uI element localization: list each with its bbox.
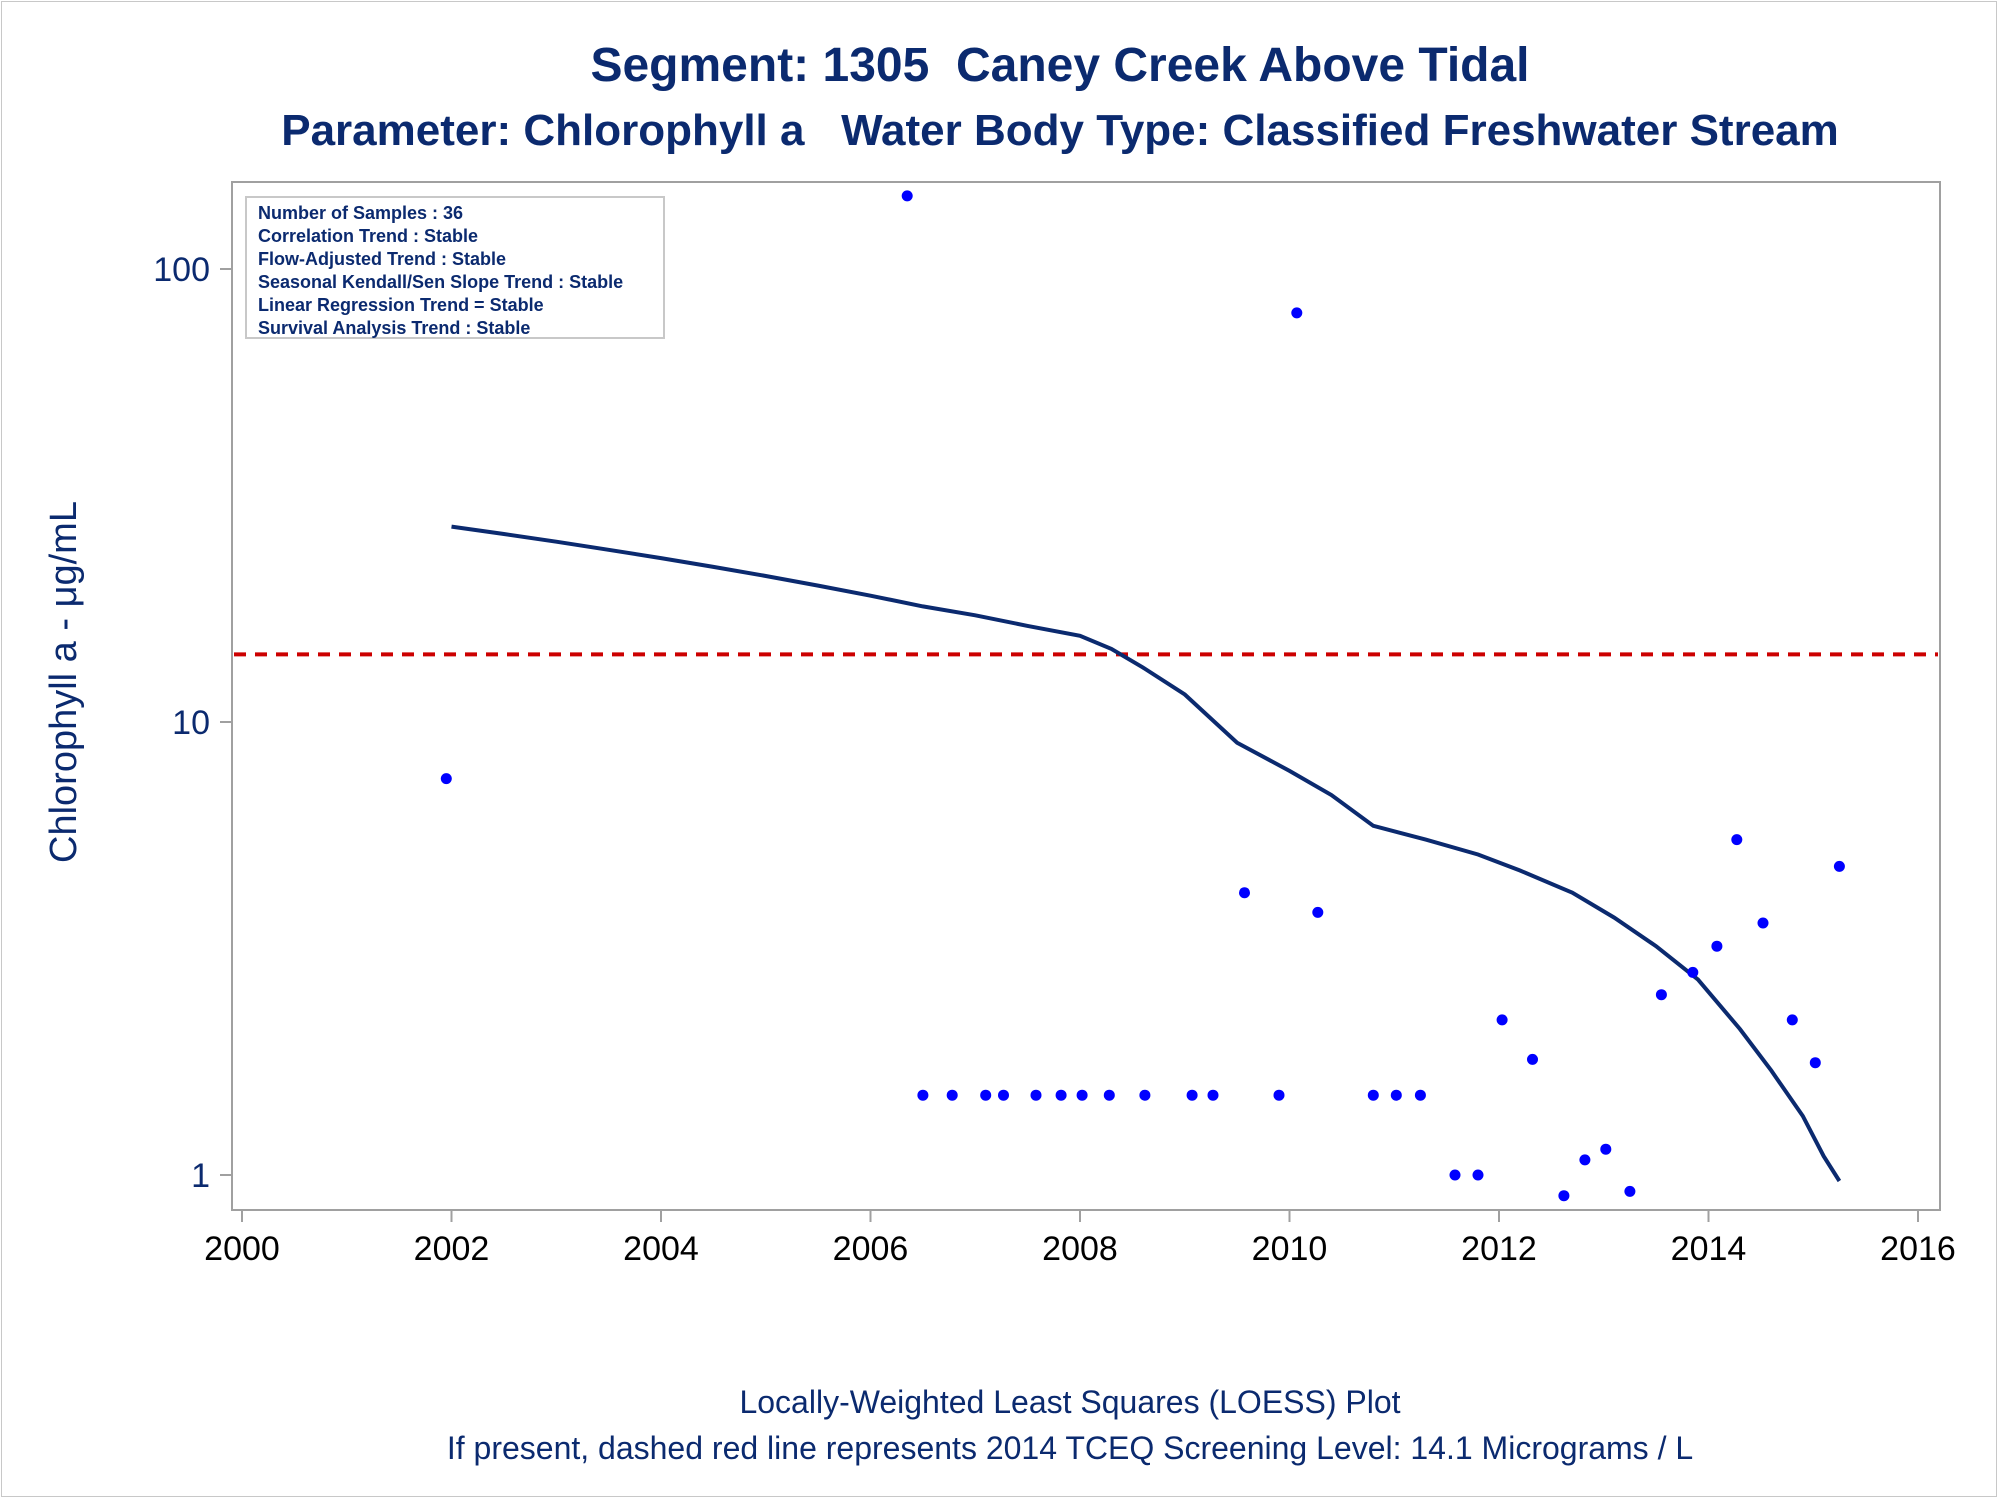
trend-summary-line: Correlation Trend : Stable: [258, 226, 478, 246]
x-tick-label: 2016: [1880, 1230, 1956, 1268]
sample-point: [1579, 1154, 1591, 1166]
sample-point: [980, 1089, 992, 1101]
chart-subtitle: Parameter: Chlorophyll a Water Body Type…: [281, 106, 1839, 155]
x-tick-label: 2010: [1252, 1230, 1328, 1268]
sample-points: [440, 190, 1845, 1202]
sample-point: [1833, 860, 1845, 872]
sample-point: [1186, 1089, 1198, 1101]
x-tick-label: 2002: [414, 1230, 490, 1268]
trend-summary-box: Number of Samples : 36 Correlation Trend …: [245, 196, 665, 339]
sample-point: [1809, 1057, 1821, 1069]
x-axis: 2000 2002 2004 2006 2008 2010 2012 2014 2016: [204, 1210, 1956, 1268]
sample-point: [1291, 307, 1303, 319]
y-axis: 1 10 100: [153, 251, 232, 1195]
sample-point: [1030, 1089, 1042, 1101]
x-tick-label: 2004: [623, 1230, 699, 1268]
sample-point: [1731, 834, 1743, 846]
sample-point: [1367, 1089, 1379, 1101]
sample-point: [1207, 1089, 1219, 1101]
trend-summary-line: Number of Samples : 36: [258, 203, 463, 223]
sample-point: [1600, 1143, 1612, 1155]
sample-point: [440, 773, 452, 785]
footer-caption: Locally-Weighted Least Squares (LOESS) P…: [739, 1384, 1401, 1420]
sample-point: [1273, 1089, 1285, 1101]
trend-summary-line: Survival Analysis Trend : Stable: [258, 318, 530, 338]
sample-point: [1496, 1014, 1508, 1026]
sample-point: [1655, 989, 1667, 1001]
sample-point: [1103, 1089, 1115, 1101]
y-axis-label: Chlorophyll a - μg/mL: [43, 501, 85, 863]
sample-point: [1390, 1089, 1402, 1101]
x-tick-label: 2014: [1671, 1230, 1747, 1268]
sample-point: [1624, 1185, 1636, 1197]
sample-point: [1558, 1190, 1570, 1202]
plot-area: [231, 181, 1941, 1211]
trend-summary-line: Linear Regression Trend = Stable: [258, 295, 544, 315]
trend-summary-line: Seasonal Kendall/Sen Slope Trend : Stabl…: [258, 272, 623, 292]
sample-point: [1414, 1089, 1426, 1101]
sample-point: [901, 190, 913, 202]
trend-summary-frame: [245, 196, 665, 339]
sample-point: [1711, 940, 1723, 952]
chart-title: Segment: 1305 Caney Creek Above Tidal: [590, 39, 1530, 92]
sample-point: [1449, 1169, 1461, 1181]
sample-point: [917, 1089, 929, 1101]
y-tick-label: 1: [191, 1157, 210, 1195]
y-tick-label: 10: [172, 704, 210, 742]
sample-point: [1312, 906, 1324, 918]
x-tick-label: 2000: [204, 1230, 280, 1268]
x-tick-label: 2012: [1461, 1230, 1537, 1268]
sample-point: [1472, 1169, 1484, 1181]
sample-point: [1076, 1089, 1088, 1101]
footer-note: If present, dashed red line represents 2…: [446, 1430, 1694, 1466]
sample-point: [1687, 966, 1699, 978]
sample-point: [998, 1089, 1009, 1101]
y-tick-label: 100: [153, 251, 210, 289]
x-tick-label: 2006: [833, 1230, 909, 1268]
sample-point: [1139, 1089, 1151, 1101]
sample-point: [1757, 917, 1769, 929]
loess-curve: [451, 524, 1842, 1183]
sample-point: [1239, 887, 1250, 899]
sample-point: [1786, 1014, 1798, 1026]
sample-point: [1055, 1089, 1067, 1101]
x-tick-label: 2008: [1042, 1230, 1118, 1268]
sample-point: [946, 1089, 958, 1101]
sample-point: [1527, 1053, 1538, 1065]
trend-summary-line: Flow-Adjusted Trend : Stable: [258, 249, 506, 269]
